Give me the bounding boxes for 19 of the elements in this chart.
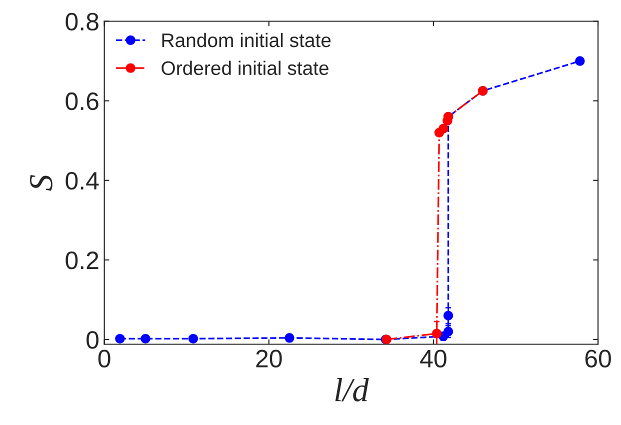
x-tick-label: 40 — [420, 350, 446, 368]
x-tick-label: 60 — [585, 350, 611, 368]
point — [115, 334, 125, 344]
y-tick-label: 0.4 — [66, 172, 99, 190]
legend-label: Ordered initial state — [162, 60, 328, 76]
legend-label: Random initial state — [162, 32, 331, 48]
point — [575, 56, 585, 66]
x-tick-label: 0 — [98, 350, 110, 368]
y-axis-title: S — [30, 174, 52, 191]
point — [188, 334, 198, 344]
y-tick-label: 0 — [86, 331, 98, 349]
y-tick-label: 0.6 — [66, 92, 98, 110]
x-axis-title: l/d — [335, 378, 369, 402]
point — [284, 333, 294, 343]
x-tick-label: 20 — [256, 350, 282, 368]
point — [438, 124, 448, 134]
y-tick-label: 0.2 — [66, 252, 98, 270]
point — [140, 334, 150, 344]
y-tick-label: 0.8 — [66, 12, 98, 31]
